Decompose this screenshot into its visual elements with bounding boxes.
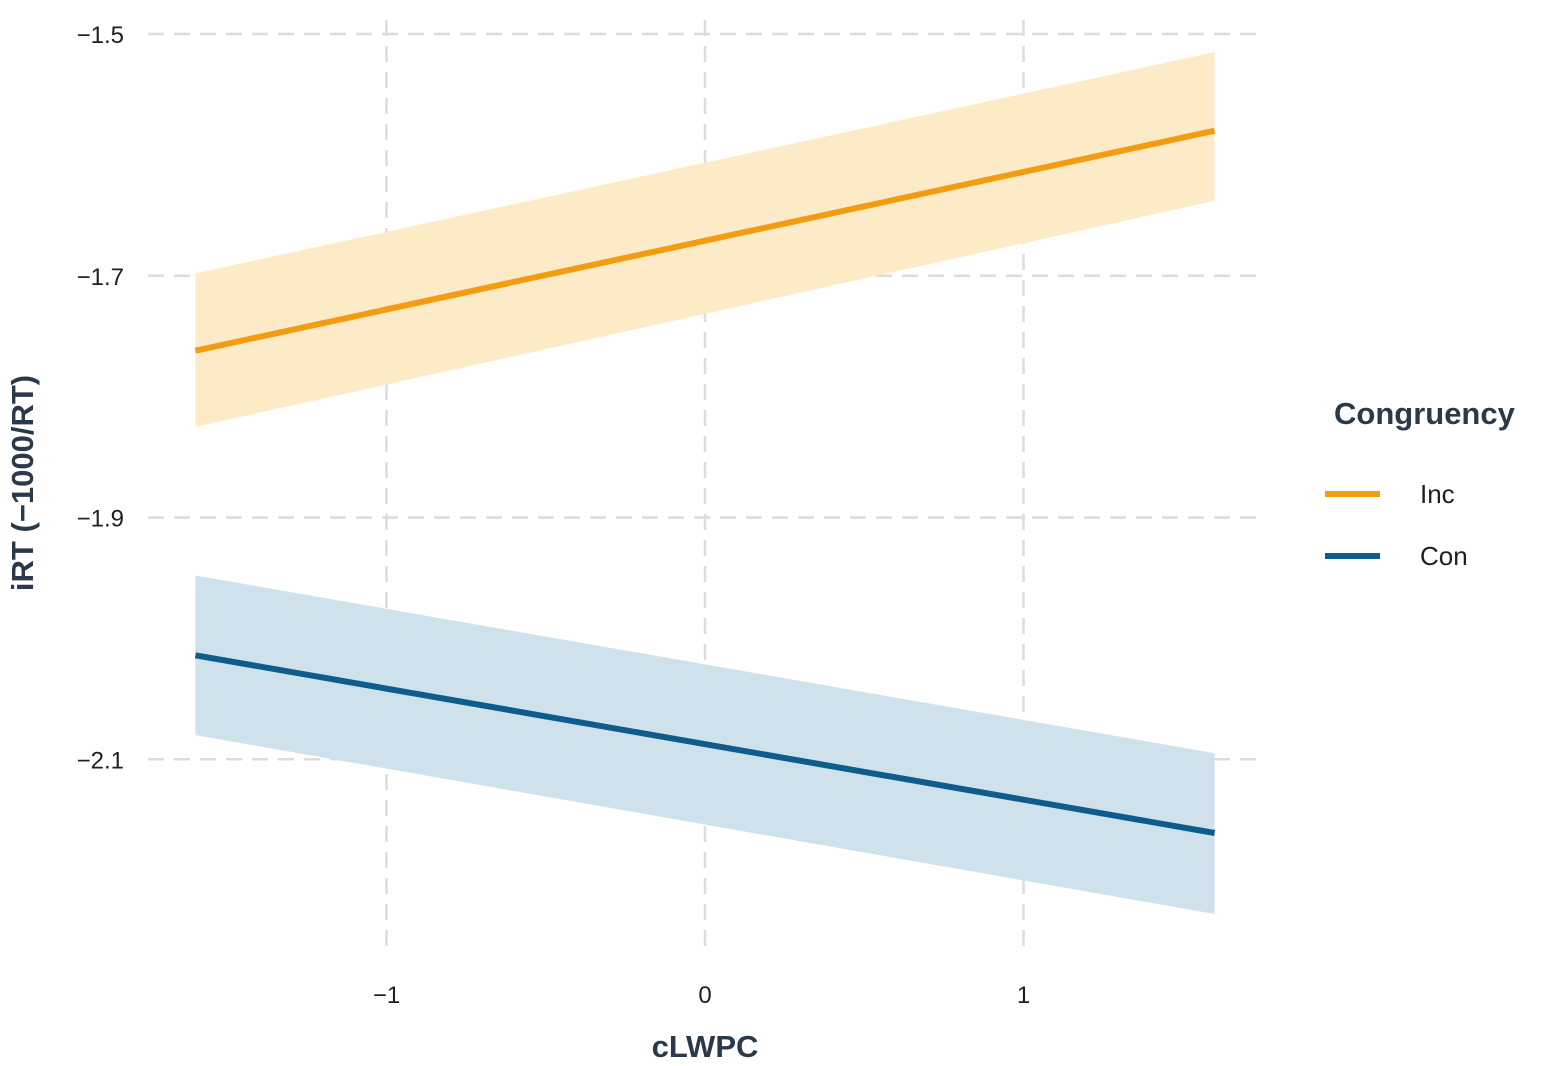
legend-items: Inc Con [1325,479,1468,571]
legend-title: Congruency [1334,396,1516,431]
legend: Congruency Inc Con [1325,396,1516,571]
y-tick-label: −2.1 [77,747,124,774]
legend-label-inc: Inc [1420,479,1455,509]
legend-label-con: Con [1420,541,1468,571]
x-axis-title: cLWPC [652,1029,759,1064]
band-layer [195,52,1215,914]
x-tick-label: 1 [1017,982,1030,1009]
y-tick-label: −1.9 [77,506,124,533]
series-line-con [194,652,1216,836]
y-tick-label: −1.7 [77,264,124,291]
line-layer [194,127,1216,836]
y-tick-label: −1.5 [77,22,124,49]
series-line-inc [194,127,1216,354]
tick-layer: −1 0 1 −1.5 −1.7 −1.9 −2.1 [77,22,1031,1009]
y-axis-title: iRT (−1000/RT) [5,375,40,591]
x-tick-label: −1 [373,982,400,1009]
x-tick-label: 0 [698,982,711,1009]
